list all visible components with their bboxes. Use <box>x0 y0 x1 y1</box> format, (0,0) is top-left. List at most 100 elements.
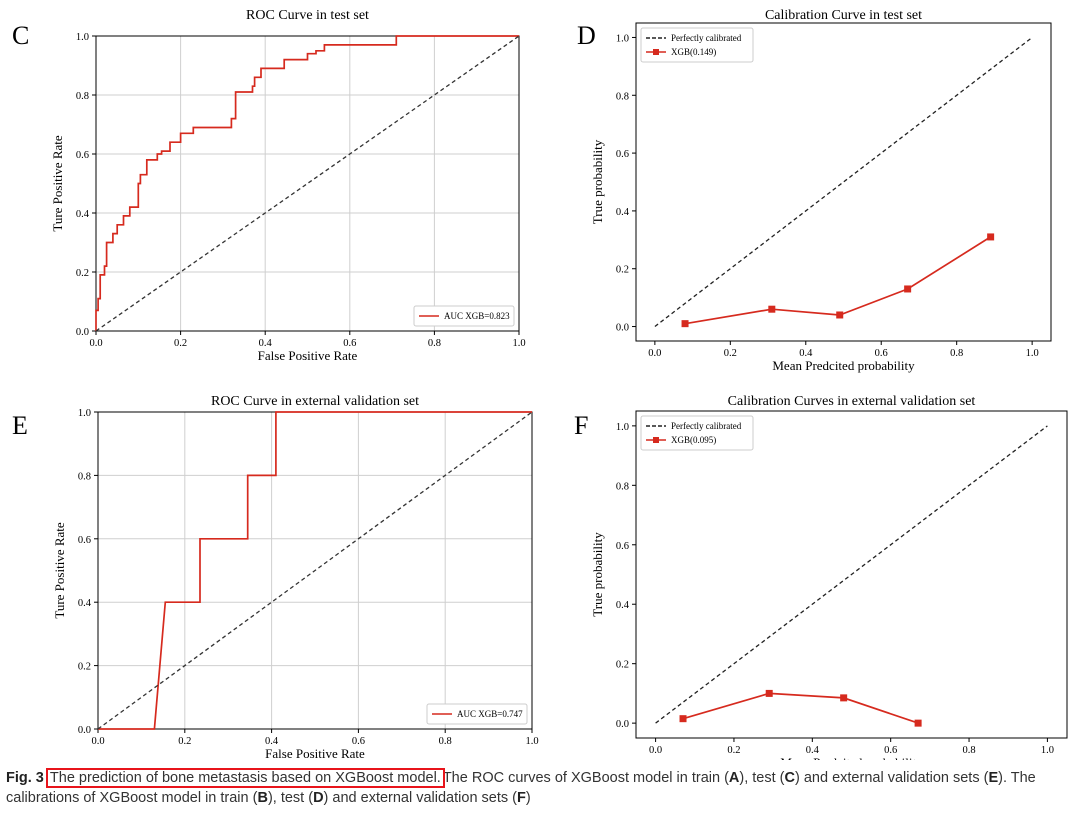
x-tick-label: 0.4 <box>265 736 279 747</box>
caption-text-3: ) and external validation sets ( <box>795 770 989 786</box>
series-line-0 <box>95 35 519 331</box>
data-point <box>914 719 922 727</box>
legend-box <box>640 27 754 63</box>
x-tick-label: 0.6 <box>884 745 897 756</box>
series-line-1 <box>682 692 919 724</box>
plot-frame <box>95 35 520 332</box>
data-point <box>840 694 848 702</box>
caption-label: Fig. 3 <box>6 770 44 786</box>
x-tick-label: 0.0 <box>89 338 102 349</box>
x-tick-label: 0.4 <box>259 338 273 349</box>
plot-frame <box>635 22 1052 342</box>
x-tick-label: 0.0 <box>649 745 662 756</box>
y-tick-label: 0.4 <box>616 207 630 218</box>
legend-marker <box>653 437 659 443</box>
series-line-1 <box>684 236 992 325</box>
legend-entry: Perfectly calibrated <box>671 421 742 431</box>
caption-ref-c: C <box>784 770 795 786</box>
x-axis-label: Mean Predcited probability <box>772 358 915 373</box>
x-tick-label: 0.2 <box>727 745 740 756</box>
y-tick-label: 0.2 <box>616 660 629 671</box>
legend-entry: Perfectly calibrated <box>671 33 742 43</box>
x-tick-label: 0.4 <box>799 348 813 359</box>
y-tick-label: 0.4 <box>76 209 90 220</box>
y-tick-label: 1.0 <box>616 33 629 44</box>
legend-box <box>426 703 528 725</box>
chart-panel-c: C ROC Curve in test set 0.00.0 0.2 0.2 0.4 0.4… <box>12 8 526 363</box>
chart-panel-f: F Calibration Curves in external validati… <box>574 394 1068 760</box>
x-tick-label: 1.0 <box>525 736 538 747</box>
y-axis-label: Ture Positive Rate <box>52 522 67 619</box>
data-point <box>681 320 689 328</box>
panel-letter: C <box>12 21 29 50</box>
panel-letter: E <box>12 411 28 440</box>
data-point <box>836 311 844 319</box>
y-tick-label: 0.6 <box>616 541 629 552</box>
x-tick-label: 1.0 <box>1026 348 1039 359</box>
y-axis-label: True probability <box>590 532 605 617</box>
x-tick-label: 0.8 <box>950 348 963 359</box>
caption-text-1: The ROC curves of XGBoost model in train… <box>442 770 729 786</box>
x-tick-label: 0.0 <box>648 348 661 359</box>
y-tick-label: 0.0 <box>616 323 629 334</box>
x-tick-label: 0.8 <box>439 736 452 747</box>
y-tick-label: 0.2 <box>78 662 91 673</box>
x-tick-label: 0.6 <box>875 348 888 359</box>
y-tick-label: 0.6 <box>616 149 629 160</box>
x-tick-label: 0.8 <box>428 338 441 349</box>
x-tick-label: 0.4 <box>806 745 820 756</box>
x-tick-label: 0.2 <box>178 736 191 747</box>
legend-entry: XGB(0.095) <box>671 435 716 445</box>
y-tick-label: 0.2 <box>76 268 89 279</box>
chart-panel-e: E ROC Curve in external validation set 0.0… <box>12 394 539 760</box>
caption-ref-f: F <box>516 790 526 806</box>
y-tick-label: 0.6 <box>78 535 91 546</box>
caption-text-4: ). The calibrations of XGBoost model in … <box>6 770 1036 806</box>
y-tick-label: 0.0 <box>616 719 629 730</box>
x-tick-label: 0.2 <box>174 338 187 349</box>
y-tick-label: 1.0 <box>616 422 629 433</box>
x-tick-label: 0.6 <box>343 338 356 349</box>
plot-frame <box>635 410 1068 739</box>
legend-marker <box>653 49 659 55</box>
y-tick-label: 1.0 <box>78 408 91 419</box>
data-point <box>679 715 687 723</box>
caption-highlight: The prediction of bone metastasis based … <box>45 768 445 788</box>
y-tick-label: 0.8 <box>78 471 91 482</box>
legend-entry: XGB(0.149) <box>671 47 716 57</box>
panel-letter: D <box>577 21 596 50</box>
x-tick-label: 0.2 <box>724 348 737 359</box>
y-tick-label: 0.8 <box>76 91 89 102</box>
y-tick-label: 0.6 <box>76 150 89 161</box>
x-tick-label: 1.0 <box>512 338 525 349</box>
series-line-0 <box>655 425 1048 724</box>
caption-text-5: ), test ( <box>267 790 314 806</box>
y-tick-label: 0.4 <box>78 598 92 609</box>
caption-ref-d: D <box>313 790 324 806</box>
y-tick-label: 0.2 <box>616 265 629 276</box>
data-point <box>765 689 773 697</box>
series-line-0 <box>98 411 532 730</box>
panel-letter: F <box>574 411 588 440</box>
y-tick-label: 0.8 <box>616 91 629 102</box>
data-point <box>768 305 776 313</box>
caption-text-2: ), test ( <box>739 770 785 786</box>
x-tick-label: 0.6 <box>352 736 365 747</box>
x-tick-label: 0.8 <box>962 745 975 756</box>
chart-title: Calibration Curves in external validatio… <box>728 394 976 409</box>
legend-box <box>640 415 754 451</box>
x-tick-label: 0.0 <box>91 736 104 747</box>
series-line-1 <box>95 35 520 332</box>
caption-text-6: ) and external validation sets ( <box>323 790 517 806</box>
caption-ref-e: E <box>988 770 999 786</box>
figure-caption: Fig. 3 The prediction of bone metastasis… <box>6 768 1072 808</box>
y-tick-label: 0.0 <box>78 725 91 736</box>
caption-ref-b: B <box>257 790 268 806</box>
series-line-0 <box>654 36 1033 328</box>
y-tick-label: 0.4 <box>616 600 630 611</box>
legend-box <box>413 305 515 327</box>
data-point <box>904 285 912 293</box>
legend-entry: AUC XGB=0.747 <box>457 709 523 719</box>
caption-ref-a: A <box>728 770 740 786</box>
